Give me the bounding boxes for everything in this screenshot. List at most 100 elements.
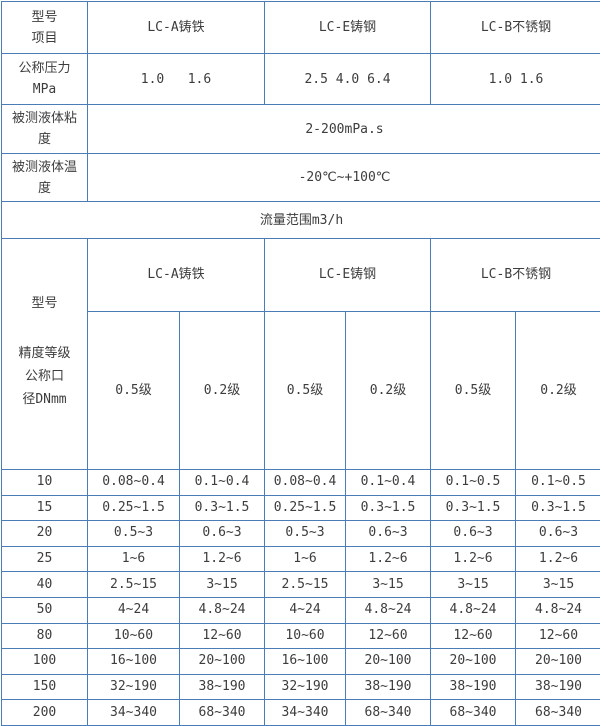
flow-cell: 4.8~24 bbox=[180, 597, 265, 623]
temperature-row: 被测液体温 度 -20℃~+100℃ bbox=[2, 154, 600, 202]
flow-cell: 34~340 bbox=[265, 700, 346, 726]
pressure-label: 公称压力 MPa bbox=[2, 54, 88, 105]
viscosity-label: 被测液体粘 度 bbox=[2, 105, 88, 154]
table-row-dn40: 40 2.5~15 3~15 2.5~15 3~15 3~15 3~15 bbox=[2, 572, 600, 598]
flow-cell: 4~24 bbox=[265, 597, 346, 623]
dn-cell: 50 bbox=[2, 597, 88, 623]
flow-cell: 0.1~0.4 bbox=[180, 470, 265, 496]
flow-cell: 1~6 bbox=[88, 546, 180, 572]
accuracy-row: 0.5级 0.2级 0.5级 0.2级 0.5级 0.2级 bbox=[2, 311, 600, 469]
flow-cell: 0.3~1.5 bbox=[346, 495, 431, 521]
table-row-dn20: 20 0.5~3 0.6~3 0.5~3 0.6~3 0.6~3 0.6~3 bbox=[2, 521, 600, 547]
flow-corner-cell: 型号 精度等级 公称口 径DNmm bbox=[2, 239, 88, 470]
flow-cell: 0.3~1.5 bbox=[180, 495, 265, 521]
flow-material-lca: LC-A铸铁 bbox=[88, 239, 265, 312]
dn-cell: 100 bbox=[2, 649, 88, 675]
table-row-dn25: 25 1~6 1.2~6 1~6 1.2~6 1.2~6 1.2~6 bbox=[2, 546, 600, 572]
flow-material-lce: LC-E铸钢 bbox=[265, 239, 431, 312]
material-header-lce: LC-E铸钢 bbox=[265, 2, 431, 54]
accuracy-label: 0.2级 bbox=[180, 311, 265, 469]
flow-cell: 20~100 bbox=[431, 649, 516, 675]
dn-cell: 40 bbox=[2, 572, 88, 598]
flow-cell: 1.2~6 bbox=[180, 546, 265, 572]
flow-cell: 2.5~15 bbox=[88, 572, 180, 598]
flow-cell: 20~100 bbox=[516, 649, 600, 675]
flow-cell: 38~190 bbox=[431, 674, 516, 700]
flow-range-title-row: 流量范围m3/h bbox=[2, 202, 600, 239]
accuracy-label: 0.2级 bbox=[346, 311, 431, 469]
flow-cell: 32~190 bbox=[265, 674, 346, 700]
dn-cell: 20 bbox=[2, 521, 88, 547]
flow-cell: 12~60 bbox=[180, 623, 265, 649]
flow-cell: 0.6~3 bbox=[431, 521, 516, 547]
temperature-value: -20℃~+100℃ bbox=[88, 154, 600, 202]
flow-cell: 4~24 bbox=[88, 597, 180, 623]
flow-cell: 16~100 bbox=[88, 649, 180, 675]
flow-cell: 3~15 bbox=[180, 572, 265, 598]
table-row-dn80: 80 10~60 12~60 10~60 12~60 12~60 12~60 bbox=[2, 623, 600, 649]
dn-cell: 25 bbox=[2, 546, 88, 572]
flow-cell: 0.5~3 bbox=[88, 521, 180, 547]
flowmeter-spec-page: 型号 项目 LC-A铸铁 LC-E铸钢 LC-B不锈钢 公称压力 MPa 1.0… bbox=[0, 0, 600, 639]
pressure-value-lcb: 1.0 1.6 bbox=[431, 54, 600, 105]
viscosity-value: 2-200mPa.s bbox=[88, 105, 600, 154]
flow-cell: 16~100 bbox=[265, 649, 346, 675]
flow-cell: 3~15 bbox=[431, 572, 516, 598]
material-header-lcb: LC-B不锈钢 bbox=[431, 2, 600, 54]
table-row-dn200: 200 34~340 68~340 34~340 68~340 68~340 6… bbox=[2, 700, 600, 726]
flow-cell: 0.3~1.5 bbox=[431, 495, 516, 521]
table-row-dn100: 100 16~100 20~100 16~100 20~100 20~100 2… bbox=[2, 649, 600, 675]
flow-cell: 38~190 bbox=[516, 674, 600, 700]
flow-material-lcb: LC-B不锈钢 bbox=[431, 239, 600, 312]
table-row-dn10: 10 0.08~0.4 0.1~0.4 0.08~0.4 0.1~0.4 0.1… bbox=[2, 470, 600, 496]
table-row-dn50: 50 4~24 4.8~24 4~24 4.8~24 4.8~24 4.8~24 bbox=[2, 597, 600, 623]
flow-cell: 0.1~0.4 bbox=[346, 470, 431, 496]
flow-cell: 4.8~24 bbox=[431, 597, 516, 623]
temperature-label: 被测液体温 度 bbox=[2, 154, 88, 202]
flow-cell: 20~100 bbox=[346, 649, 431, 675]
flow-cell: 0.6~3 bbox=[180, 521, 265, 547]
corner-header: 型号 项目 bbox=[2, 2, 88, 54]
flow-cell: 12~60 bbox=[516, 623, 600, 649]
pressure-value-lca: 1.0 1.6 bbox=[88, 54, 265, 105]
flow-cell: 0.6~3 bbox=[346, 521, 431, 547]
flow-cell: 38~190 bbox=[180, 674, 265, 700]
material-header-lca: LC-A铸铁 bbox=[88, 2, 265, 54]
flow-cell: 1.2~6 bbox=[346, 546, 431, 572]
flow-cell: 1.2~6 bbox=[431, 546, 516, 572]
flow-cell: 38~190 bbox=[346, 674, 431, 700]
flow-cell: 1.2~6 bbox=[516, 546, 600, 572]
flow-cell: 2.5~15 bbox=[265, 572, 346, 598]
flow-cell: 32~190 bbox=[88, 674, 180, 700]
dn-cell: 80 bbox=[2, 623, 88, 649]
flow-corner-bottom-label: 精度等级 公称口 径DNmm bbox=[2, 325, 87, 427]
accuracy-label: 0.5级 bbox=[88, 311, 180, 469]
dn-cell: 10 bbox=[2, 470, 88, 496]
flow-cell: 0.08~0.4 bbox=[88, 470, 180, 496]
flow-cell: 20~100 bbox=[180, 649, 265, 675]
flow-cell: 4.8~24 bbox=[346, 597, 431, 623]
flow-cell: 68~340 bbox=[346, 700, 431, 726]
flow-cell: 12~60 bbox=[431, 623, 516, 649]
flow-corner-top-label: 型号 bbox=[2, 281, 87, 325]
flow-cell: 68~340 bbox=[431, 700, 516, 726]
pressure-value-lce: 2.5 4.0 6.4 bbox=[265, 54, 431, 105]
flow-cell: 0.3~1.5 bbox=[516, 495, 600, 521]
accuracy-label: 0.5级 bbox=[265, 311, 346, 469]
table-row-dn15: 15 0.25~1.5 0.3~1.5 0.25~1.5 0.3~1.5 0.3… bbox=[2, 495, 600, 521]
flow-cell: 0.08~0.4 bbox=[265, 470, 346, 496]
flow-cell: 1~6 bbox=[265, 546, 346, 572]
flow-cell: 10~60 bbox=[265, 623, 346, 649]
flow-cell: 0.1~0.5 bbox=[431, 470, 516, 496]
flow-cell: 68~340 bbox=[516, 700, 600, 726]
accuracy-label: 0.2级 bbox=[516, 311, 600, 469]
flow-corner: 型号 精度等级 公称口 径DNmm bbox=[2, 281, 87, 427]
flow-cell: 4.8~24 bbox=[516, 597, 600, 623]
flow-material-row: 型号 精度等级 公称口 径DNmm LC-A铸铁 LC-E铸钢 LC-B不锈钢 bbox=[2, 239, 600, 312]
flow-range-title: 流量范围m3/h bbox=[2, 202, 600, 239]
flow-cell: 0.5~3 bbox=[265, 521, 346, 547]
viscosity-row: 被测液体粘 度 2-200mPa.s bbox=[2, 105, 600, 154]
flow-cell: 10~60 bbox=[88, 623, 180, 649]
header-row: 型号 项目 LC-A铸铁 LC-E铸钢 LC-B不锈钢 bbox=[2, 2, 600, 54]
